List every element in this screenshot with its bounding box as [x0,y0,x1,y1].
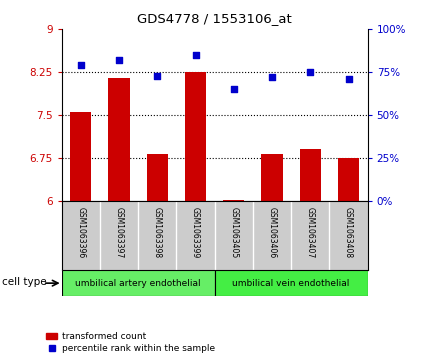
Bar [338,158,359,201]
Bar [223,200,244,201]
Point [116,57,122,63]
Point [230,86,237,92]
Text: GSM1063399: GSM1063399 [191,207,200,258]
Text: GSM1063408: GSM1063408 [344,207,353,258]
Point [154,73,161,78]
Bar [70,113,91,201]
Bar [261,154,283,201]
Text: umbilical vein endothelial: umbilical vein endothelial [232,279,350,287]
Point [192,52,199,58]
Text: GSM1063406: GSM1063406 [267,207,277,258]
Bar [147,154,168,201]
Text: umbilical artery endothelial: umbilical artery endothelial [75,279,201,287]
Point [345,76,352,82]
Bar [300,148,321,201]
Title: GDS4778 / 1553106_at: GDS4778 / 1553106_at [137,12,292,25]
Text: GSM1063398: GSM1063398 [153,207,162,258]
Bar [185,72,206,201]
Bar [215,270,368,296]
Bar [62,270,215,296]
Point [269,74,275,80]
Text: GSM1063397: GSM1063397 [114,207,124,258]
Legend: transformed count, percentile rank within the sample: transformed count, percentile rank withi… [43,329,218,357]
Text: cell type: cell type [2,277,47,287]
Point [77,62,84,68]
Bar [108,78,130,201]
Point [307,69,314,75]
Text: GSM1063396: GSM1063396 [76,207,85,258]
Text: GSM1063407: GSM1063407 [306,207,315,258]
Text: GSM1063405: GSM1063405 [229,207,238,258]
